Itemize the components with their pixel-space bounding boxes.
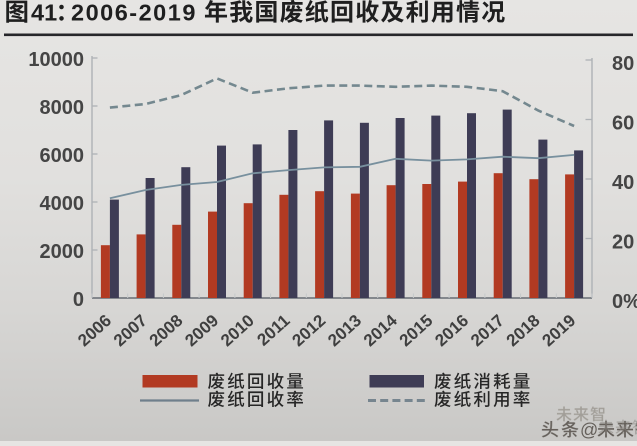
- svg-text:80: 80: [612, 53, 634, 75]
- svg-text:2009: 2009: [181, 311, 222, 350]
- svg-text:10000: 10000: [28, 49, 84, 71]
- svg-text:2011: 2011: [253, 311, 293, 350]
- svg-text:60: 60: [612, 113, 634, 135]
- svg-text:2006: 2006: [74, 311, 115, 350]
- svg-text:2016: 2016: [431, 311, 472, 350]
- svg-text:20: 20: [612, 232, 634, 254]
- svg-text:2019: 2019: [538, 311, 579, 350]
- svg-text:8000: 8000: [40, 97, 85, 119]
- svg-text:0: 0: [73, 289, 84, 311]
- svg-text:2013: 2013: [324, 311, 365, 350]
- svg-text:2006-2019: 2006-2019: [71, 0, 197, 26]
- svg-text:0%: 0%: [612, 291, 637, 313]
- svg-text:2015: 2015: [396, 311, 437, 350]
- svg-text:4000: 4000: [40, 193, 85, 215]
- svg-text:2010: 2010: [217, 311, 258, 350]
- svg-text:2018: 2018: [503, 311, 544, 350]
- svg-text:41: 41: [31, 0, 57, 26]
- svg-text:2007: 2007: [110, 311, 151, 350]
- svg-text:2000: 2000: [40, 241, 85, 263]
- svg-text:2012: 2012: [288, 311, 329, 350]
- svg-text:2014: 2014: [360, 310, 401, 350]
- svg-text:40: 40: [612, 172, 634, 194]
- svg-text:@: @: [580, 420, 598, 440]
- svg-text:2017: 2017: [467, 311, 508, 350]
- svg-text:2008: 2008: [146, 311, 187, 350]
- svg-text:6000: 6000: [40, 145, 85, 167]
